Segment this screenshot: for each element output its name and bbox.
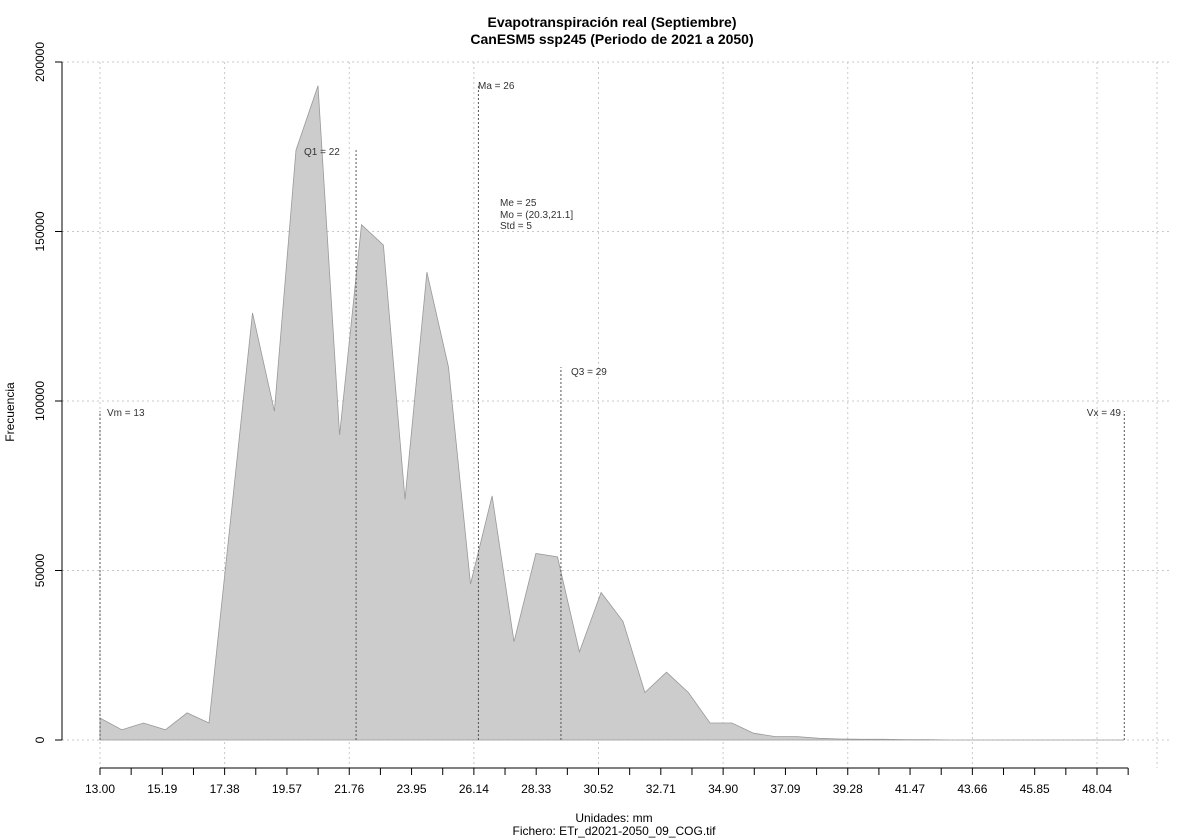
annotation-ma: Ma = 26 bbox=[478, 81, 515, 92]
x-tick-label: 30.52 bbox=[583, 782, 613, 796]
histogram-area bbox=[99, 85, 1125, 741]
x-tick-label: 17.38 bbox=[210, 782, 240, 796]
annotation-std: Std = 5 bbox=[500, 221, 532, 232]
x-tick-label: 39.28 bbox=[833, 782, 863, 796]
x-axis: 13.00 15.19 17.38 19.57 21.76 23.95 26.14 28.33… bbox=[85, 767, 1129, 796]
x-tick-label: 37.09 bbox=[770, 782, 800, 796]
x-tick-label: 19.57 bbox=[272, 782, 302, 796]
annotation-me: Me = 25 bbox=[500, 198, 537, 209]
chart-subtitle: CanESM5 ssp245 (Periodo de 2021 a 2050) bbox=[470, 31, 753, 47]
annotation-vm: Vm = 13 bbox=[107, 408, 145, 419]
y-tick-label: 50000 bbox=[33, 553, 47, 587]
x-tick-label: 34.90 bbox=[708, 782, 738, 796]
chart-title: Evapotranspiración real (Septiembre) bbox=[488, 14, 737, 30]
x-tick-label: 45.85 bbox=[1020, 782, 1050, 796]
x-tick-label: 41.47 bbox=[895, 782, 925, 796]
x-tick-label: 43.66 bbox=[957, 782, 987, 796]
y-tick-label: 200000 bbox=[33, 42, 47, 82]
file-caption: Fichero: ETr_d2021-2050_09_COG.tif bbox=[513, 824, 717, 838]
y-axis-label: Frecuencia bbox=[3, 382, 17, 442]
y-tick-label: 150000 bbox=[33, 211, 47, 251]
x-tick-label: 28.33 bbox=[521, 782, 551, 796]
annotation-q1: Q1 = 22 bbox=[304, 147, 340, 158]
x-axis-label: Unidades: mm bbox=[575, 811, 652, 825]
annotation-mo: Mo = (20.3,21.1] bbox=[500, 210, 573, 221]
x-tick-label: 48.04 bbox=[1082, 782, 1112, 796]
x-tick-label: 15.19 bbox=[147, 782, 177, 796]
annotation-vx: Vx = 49 bbox=[1087, 408, 1122, 419]
y-axis: 0 50000 100000 150000 200000 bbox=[33, 42, 63, 743]
y-tick-label: 0 bbox=[33, 736, 47, 743]
x-tick-label: 32.71 bbox=[646, 782, 676, 796]
x-tick-label: 23.95 bbox=[397, 782, 427, 796]
x-tick-label: 21.76 bbox=[334, 782, 364, 796]
annotation-lines bbox=[99, 85, 1125, 740]
x-tick-label: 26.14 bbox=[459, 782, 489, 796]
x-tick-label: 13.00 bbox=[85, 782, 115, 796]
annotation-q3: Q3 = 29 bbox=[571, 367, 607, 378]
y-tick-label: 100000 bbox=[33, 381, 47, 421]
